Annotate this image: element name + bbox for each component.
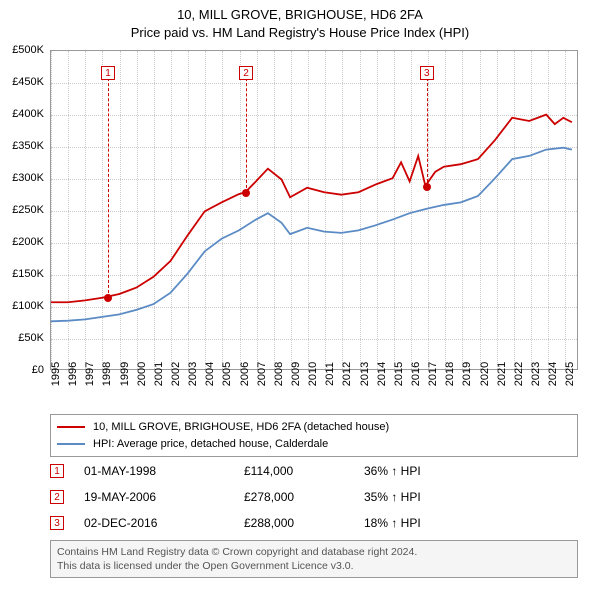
title-block: 10, MILL GROVE, BRIGHOUSE, HD6 2FA Price… bbox=[0, 0, 600, 42]
marker-box: 2 bbox=[239, 66, 253, 80]
transaction-marker: 3 bbox=[50, 516, 64, 530]
legend-row: HPI: Average price, detached house, Cald… bbox=[57, 436, 571, 453]
y-tick-label: £250K bbox=[12, 204, 44, 216]
series-price_paid bbox=[51, 115, 572, 303]
y-tick-label: £50K bbox=[18, 332, 44, 344]
y-tick-label: £200K bbox=[12, 236, 44, 248]
transaction-row: 1 01-MAY-1998£114,00036% ↑ HPI bbox=[50, 458, 578, 484]
transaction-marker: 2 bbox=[50, 490, 64, 504]
transaction-delta: 18% ↑ HPI bbox=[364, 516, 484, 530]
y-tick-label: £300K bbox=[12, 172, 44, 184]
legend-swatch bbox=[57, 426, 85, 428]
y-axis: £0£50K£100K£150K£200K£250K£300K£350K£400… bbox=[0, 50, 48, 370]
y-tick-label: £150K bbox=[12, 268, 44, 280]
transaction-marker: 1 bbox=[50, 464, 64, 478]
transaction-price: £278,000 bbox=[244, 490, 364, 504]
legend-label: HPI: Average price, detached house, Cald… bbox=[93, 436, 328, 453]
legend: 10, MILL GROVE, BRIGHOUSE, HD6 2FA (deta… bbox=[50, 414, 578, 457]
marker-box: 3 bbox=[420, 66, 434, 80]
footer-attribution: Contains HM Land Registry data © Crown c… bbox=[50, 540, 578, 578]
y-tick-label: £100K bbox=[12, 300, 44, 312]
chart-container: 10, MILL GROVE, BRIGHOUSE, HD6 2FA Price… bbox=[0, 0, 600, 590]
transaction-row: 3 02-DEC-2016£288,00018% ↑ HPI bbox=[50, 510, 578, 536]
marker-dot bbox=[104, 294, 112, 302]
chart-plot-area: 1 2 3 bbox=[50, 50, 578, 370]
legend-label: 10, MILL GROVE, BRIGHOUSE, HD6 2FA (deta… bbox=[93, 419, 389, 436]
transaction-date: 02-DEC-2016 bbox=[84, 516, 244, 530]
marker-line bbox=[246, 73, 247, 193]
transaction-date: 01-MAY-1998 bbox=[84, 464, 244, 478]
y-tick-label: £450K bbox=[12, 76, 44, 88]
x-axis: 1995199619971998199920002001200220032004… bbox=[50, 370, 578, 410]
marker-box: 1 bbox=[101, 66, 115, 80]
marker-dot bbox=[242, 189, 250, 197]
footer-line1: Contains HM Land Registry data © Crown c… bbox=[57, 545, 571, 559]
transaction-date: 19-MAY-2006 bbox=[84, 490, 244, 504]
transaction-delta: 35% ↑ HPI bbox=[364, 490, 484, 504]
transaction-price: £288,000 bbox=[244, 516, 364, 530]
y-tick-label: £500K bbox=[12, 44, 44, 56]
y-tick-label: £350K bbox=[12, 140, 44, 152]
marker-line bbox=[108, 73, 109, 298]
transactions-table: 1 01-MAY-1998£114,00036% ↑ HPI 2 19-MAY-200… bbox=[50, 458, 578, 536]
chart-series-svg bbox=[51, 51, 577, 369]
marker-dot bbox=[423, 183, 431, 191]
transaction-row: 2 19-MAY-2006£278,00035% ↑ HPI bbox=[50, 484, 578, 510]
title-line2: Price paid vs. HM Land Registry's House … bbox=[0, 24, 600, 42]
footer-line2: This data is licensed under the Open Gov… bbox=[57, 559, 571, 573]
title-line1: 10, MILL GROVE, BRIGHOUSE, HD6 2FA bbox=[0, 6, 600, 24]
transaction-price: £114,000 bbox=[244, 464, 364, 478]
series-hpi bbox=[51, 148, 572, 322]
legend-row: 10, MILL GROVE, BRIGHOUSE, HD6 2FA (deta… bbox=[57, 419, 571, 436]
y-tick-label: £400K bbox=[12, 108, 44, 120]
legend-swatch bbox=[57, 443, 85, 445]
transaction-delta: 36% ↑ HPI bbox=[364, 464, 484, 478]
marker-line bbox=[427, 73, 428, 186]
y-tick-label: £0 bbox=[32, 364, 44, 376]
